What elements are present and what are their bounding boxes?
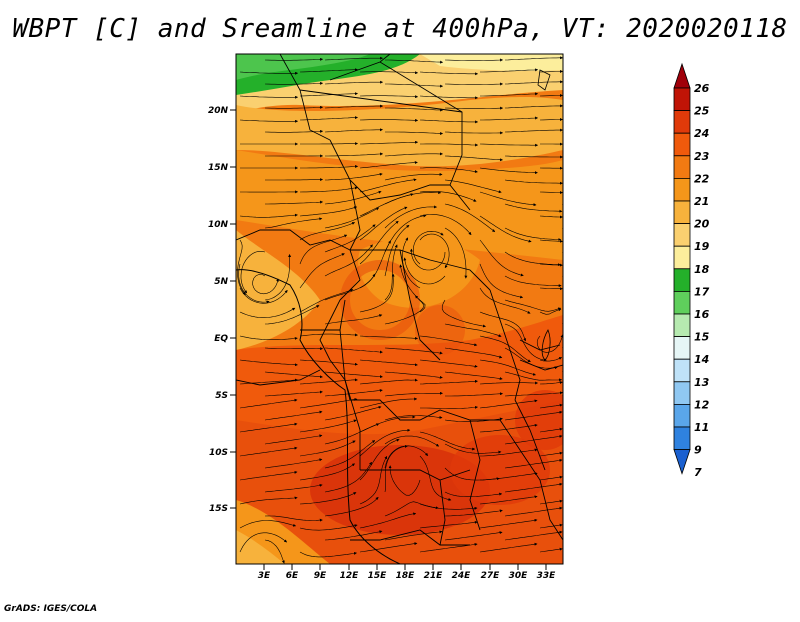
colorbar-label: 7: [694, 466, 702, 479]
colorbar-label: 25: [694, 105, 710, 118]
colorbar-label: 15: [694, 331, 710, 344]
lat-label: EQ: [214, 334, 228, 344]
colorbar-swatch: [674, 178, 690, 201]
lon-label: 21E: [424, 571, 444, 581]
colorbar-label: 13: [694, 376, 710, 389]
colorbar-label: 17: [694, 285, 710, 298]
colorbar-swatch: [674, 359, 690, 382]
lon-label: 33E: [537, 571, 557, 581]
colorbar-label: 16: [694, 308, 710, 321]
lat-label: 5N: [214, 277, 228, 287]
colorbar-swatch: [674, 224, 690, 247]
colorbar-swatch: [674, 201, 690, 224]
colorbar-swatch: [674, 88, 690, 111]
colorbar-swatch: [674, 427, 690, 450]
colorbar-label: 9: [694, 444, 702, 457]
colorbar-swatch: [674, 314, 690, 337]
lon-label: 27E: [481, 571, 501, 581]
lat-label: 15N: [208, 163, 229, 173]
colorbar-swatch: [674, 337, 690, 360]
colorbar-label: 21: [694, 195, 709, 208]
lat-label: 10S: [209, 448, 228, 458]
colorbar-label: 22: [694, 172, 710, 185]
colorbar-label: 23: [694, 150, 710, 163]
longitude-axis: 3E 6E 9E 12E 15E 18E 21E 24E 27E 30E 33E: [258, 564, 556, 581]
colorbar-top-arrow: [674, 64, 690, 88]
lon-label: 15E: [368, 571, 388, 581]
lat-label: 5S: [215, 391, 228, 401]
lat-label: 15S: [209, 504, 228, 514]
colorbar-swatch: [674, 111, 690, 134]
colorbar-swatch: [674, 133, 690, 156]
credit-label: GrADS: IGES/COLA: [4, 604, 97, 614]
lon-label: 24E: [452, 571, 472, 581]
colorbar-swatch: [674, 291, 690, 314]
colorbar-swatch: [674, 404, 690, 427]
colorbar-label: 19: [694, 240, 710, 253]
colorbar-label: 11: [694, 421, 709, 434]
lat-label: 20N: [208, 106, 229, 116]
colorbar-swatch: [674, 269, 690, 292]
lon-label: 30E: [509, 571, 529, 581]
colorbar-label: 18: [694, 263, 710, 276]
latitude-axis: 20N 15N 10N 5N EQ 5S 10S 15S: [208, 106, 236, 514]
colorbar-swatch: [674, 156, 690, 179]
colorbar: 26 25 24 23 22 21 20 19 18 17 16 15 14 13 12 11 9 7: [674, 64, 710, 479]
lon-label: 12E: [340, 571, 360, 581]
colorbar-swatch: [674, 246, 690, 269]
colorbar-bottom-arrow: [674, 450, 690, 474]
colorbar-label: 12: [694, 398, 710, 411]
map-panel: [236, 54, 575, 564]
lon-label: 18E: [396, 571, 416, 581]
colorbar-swatch: [674, 382, 690, 405]
colorbar-label: 26: [694, 82, 710, 95]
lon-label: 3E: [258, 571, 271, 581]
lon-label: 6E: [286, 571, 299, 581]
colorbar-label: 14: [694, 353, 709, 366]
lon-label: 9E: [314, 571, 327, 581]
lat-label: 10N: [208, 220, 229, 230]
colorbar-label: 20: [694, 218, 710, 231]
colorbar-label: 24: [694, 127, 709, 140]
